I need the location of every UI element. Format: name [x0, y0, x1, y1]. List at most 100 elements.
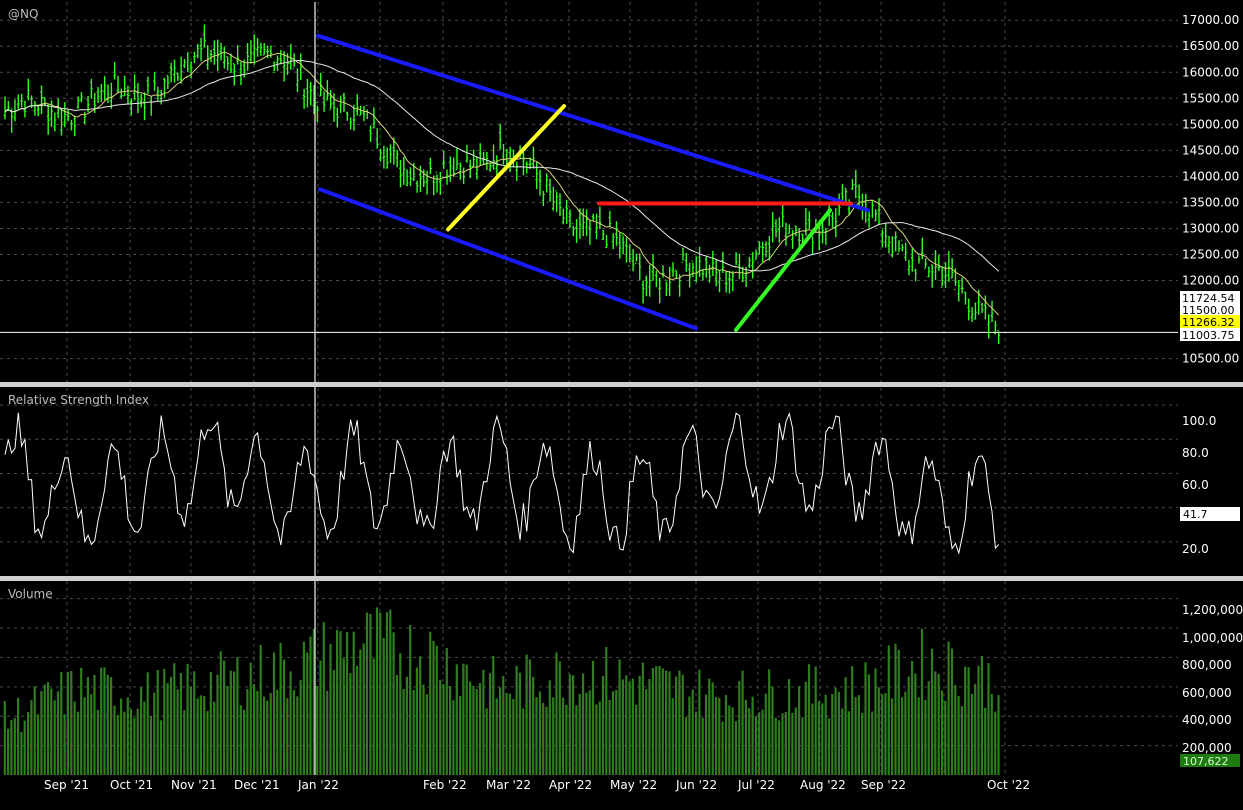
volume-bar: [203, 696, 206, 775]
x-tick-label: Jun '22: [675, 778, 717, 792]
volume-bar: [841, 708, 844, 775]
volume-bar: [874, 668, 877, 775]
volume-bar: [768, 669, 771, 775]
volume-bar: [748, 708, 751, 775]
volume-bar: [628, 681, 631, 775]
volume-axis[interactable]: 1,200,000 1,000,000 800,000 600,000 400,…: [1180, 603, 1243, 768]
volume-bar: [957, 695, 960, 775]
volume-bar: [113, 705, 116, 775]
volume-bar: [475, 689, 478, 775]
pane-separator-volume[interactable]: [0, 576, 1243, 581]
volume-bar: [136, 708, 139, 775]
volume-bar: [721, 721, 724, 775]
volume-bar: [851, 666, 854, 775]
volume-bar: [146, 672, 149, 775]
volume-bar: [143, 701, 146, 775]
trendline-annotations[interactable]: [0, 33, 1178, 333]
volume-bar: [718, 697, 721, 775]
volume-bar: [33, 686, 36, 775]
pane-separator-rsi[interactable]: [0, 382, 1243, 387]
volume-bar: [465, 664, 468, 775]
rsi-plot: [4, 412, 1000, 555]
volume-bar: [831, 694, 834, 775]
volume-bar: [392, 632, 395, 775]
volume-bar: [608, 699, 611, 775]
volume-bar: [83, 697, 86, 775]
x-tick-label: Jan '22: [297, 778, 339, 792]
volume-bar: [226, 686, 229, 775]
volume-bar: [292, 690, 295, 775]
volume-bar: [282, 659, 286, 775]
x-tick-label: Feb '22: [423, 778, 467, 792]
horizontal-level-tag: [1180, 328, 1240, 341]
volume-bar: [575, 705, 578, 775]
rsi-title: Relative Strength Index: [8, 393, 149, 407]
volume-bar: [728, 705, 731, 775]
volume-bar: [937, 673, 940, 775]
volume-bar: [206, 711, 209, 775]
volume-bar: [429, 631, 432, 775]
volume-bar: [864, 662, 867, 775]
volume-bar: [425, 694, 428, 775]
volume-bar: [219, 651, 222, 775]
volume-bar: [30, 700, 33, 775]
volume-bar: [402, 689, 405, 775]
volume-bar: [159, 720, 163, 775]
volume-bar: [236, 657, 239, 775]
volume-bar: [439, 679, 442, 775]
volume-bar: [854, 697, 857, 775]
volume-bar: [13, 718, 16, 775]
volume-bar: [459, 696, 462, 775]
volume-bar: [432, 640, 435, 775]
sma-fast-line: [4, 51, 1000, 316]
time-axis[interactable]: Sep '21 Oct '21 Nov '21 Dec '21 Jan '22 …: [44, 778, 1030, 792]
volume-bar: [186, 663, 189, 775]
volume-bar: [326, 690, 329, 775]
volume-bar: [482, 669, 485, 775]
volume-bar: [801, 717, 804, 775]
volume-bar: [502, 675, 505, 775]
price-tick-label: 10500.00: [1182, 352, 1239, 366]
volume-bar: [947, 641, 950, 775]
volume-bar: [389, 609, 392, 775]
moving-averages: [4, 51, 1000, 316]
volume-bar: [169, 676, 173, 775]
rsi-axis[interactable]: 100.0 80.0 60.0 20.0 41.7: [1180, 414, 1240, 556]
price-bars: [3, 24, 1001, 345]
volume-bar: [724, 695, 728, 775]
price-axis[interactable]: 17000.00 16500.00 16000.00 15500.00 1500…: [1182, 13, 1239, 365]
volume-bar: [588, 690, 591, 775]
volume-bar: [332, 670, 335, 775]
volume-bar: [781, 713, 784, 775]
volume-bar: [555, 652, 558, 775]
volume-bar: [671, 698, 674, 775]
volume-bar: [405, 676, 408, 775]
volume-bar: [585, 692, 588, 775]
volume-bar: [478, 683, 482, 775]
x-tick-label: Sep '21: [44, 778, 89, 792]
volume-bar: [73, 701, 76, 775]
volume-bar: [289, 671, 292, 775]
volume-bar: [3, 701, 6, 775]
volume-bar: [701, 717, 704, 775]
volume-bar: [322, 622, 325, 775]
last-price-label: 11266.32: [1182, 316, 1235, 329]
volume-bar: [708, 678, 711, 775]
volume-bar: [369, 613, 372, 775]
volume-bar: [651, 668, 654, 775]
volume-bar: [40, 691, 43, 775]
volume-bar: [7, 728, 10, 775]
volume-bar: [409, 625, 412, 775]
volume-bar: [658, 665, 661, 775]
volume-bar: [601, 676, 605, 775]
volume-bar: [462, 663, 465, 775]
volume-bar: [698, 669, 701, 775]
volume-bar: [618, 659, 621, 775]
volume-bar: [316, 686, 319, 775]
volume-bar: [452, 700, 455, 775]
volume-bar: [688, 696, 691, 775]
volume-bar: [711, 682, 714, 775]
volume-bar: [346, 631, 349, 775]
volume-bar: [844, 677, 847, 775]
